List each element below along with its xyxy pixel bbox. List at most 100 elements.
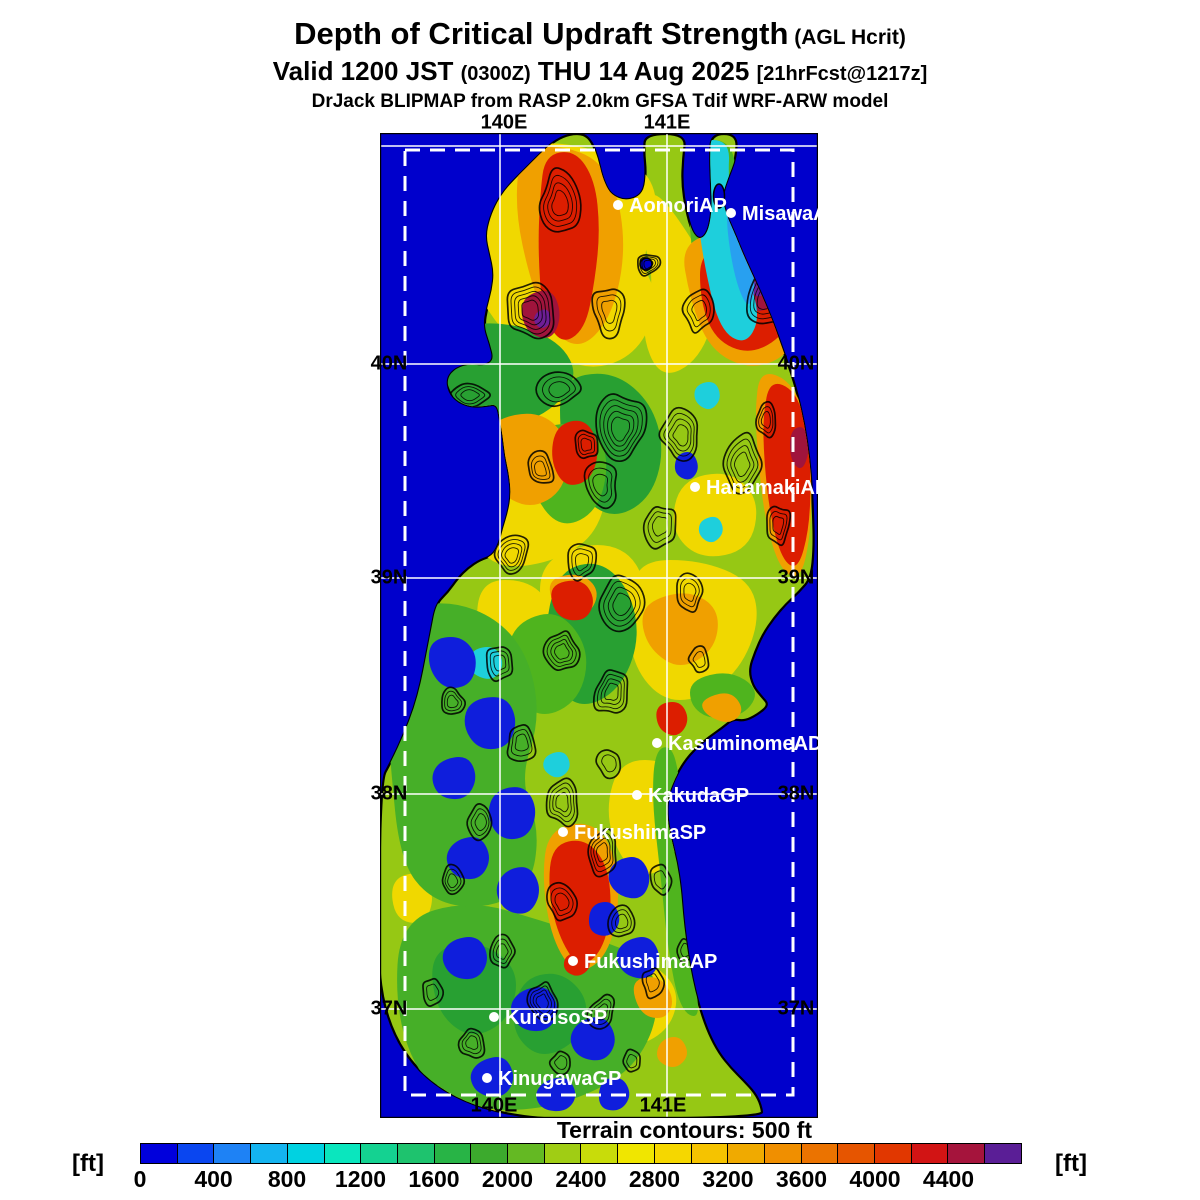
stations: AomoriAP MisawaAD HanamakiAP KasuminomeAD Ka… bbox=[482, 195, 818, 1090]
terrain-region bbox=[442, 937, 487, 980]
valid-date: THU 14 Aug 2025 bbox=[530, 56, 757, 86]
page-title-line: Depth of Critical Updraft Strength (AGL … bbox=[0, 16, 1200, 56]
terrain-region bbox=[616, 937, 659, 979]
colorbar-tick-label: 3600 bbox=[775, 1166, 828, 1192]
terrain-region bbox=[790, 427, 809, 469]
terrain-region bbox=[543, 751, 570, 778]
station-dot-icon bbox=[726, 208, 736, 218]
terrain-region bbox=[657, 1037, 687, 1067]
lake-ogawara bbox=[712, 183, 726, 209]
colorbar-cell bbox=[691, 1144, 729, 1163]
station-dot-icon bbox=[482, 1073, 492, 1083]
terrain-region bbox=[642, 593, 718, 665]
station-dot-icon bbox=[613, 200, 623, 210]
station-label: FukushimaSP bbox=[574, 822, 706, 844]
terrain-region bbox=[588, 902, 620, 936]
lon-label-top: 141E bbox=[643, 111, 691, 134]
station-label: KuroisoSP bbox=[505, 1007, 607, 1029]
terrain-region bbox=[656, 702, 688, 736]
colorbar-cell bbox=[361, 1144, 398, 1163]
lon-label-top: 140E bbox=[480, 111, 528, 134]
valid-time-line: Valid 1200 JST (0300Z) THU 14 Aug 2025 [… bbox=[0, 56, 1200, 90]
colorbar-cell bbox=[214, 1144, 252, 1163]
station-dot-icon bbox=[558, 827, 568, 837]
station-label: KasuminomeAD bbox=[668, 733, 818, 755]
colorbar-cell bbox=[434, 1144, 472, 1163]
terrain-region bbox=[468, 647, 503, 679]
station-marker: FukushimaAP bbox=[568, 951, 717, 973]
terrain-region bbox=[698, 516, 723, 543]
colorbar-tick-label: 3200 bbox=[702, 1166, 754, 1192]
terrain-region bbox=[446, 837, 489, 880]
colorbar-tick-label: 2800 bbox=[628, 1166, 681, 1192]
colorbar-tick-label: 800 bbox=[267, 1166, 307, 1192]
terrain-region bbox=[432, 757, 476, 800]
weather-map: AomoriAP MisawaAD HanamakiAP KasuminomeAD Ka… bbox=[380, 133, 818, 1118]
colorbar-unit-left: [ft] bbox=[72, 1150, 104, 1177]
station-marker: MisawaAD bbox=[726, 203, 818, 225]
colorbar-tick-label: 2400 bbox=[555, 1166, 607, 1192]
colorbar-cell bbox=[581, 1144, 619, 1163]
colorbar bbox=[140, 1143, 1022, 1164]
colorbar-cell bbox=[618, 1144, 655, 1163]
page-header: Depth of Critical Updraft Strength (AGL … bbox=[0, 16, 1200, 114]
colorbar-cell bbox=[875, 1144, 912, 1163]
terrain-region bbox=[643, 194, 715, 373]
colorbar-cell bbox=[544, 1144, 582, 1163]
colorbar-cell bbox=[508, 1144, 545, 1163]
colorbar-tick-label: 4000 bbox=[849, 1166, 901, 1192]
terrain-region bbox=[470, 1057, 514, 1097]
model-line: DrJack BLIPMAP from RASP 2.0km GFSA Tdif… bbox=[311, 91, 889, 112]
graticule bbox=[380, 133, 818, 1118]
station-marker: KakudaGP bbox=[632, 785, 749, 807]
map-frame bbox=[380, 133, 818, 1118]
station-marker: KinugawaGP bbox=[482, 1068, 621, 1090]
terrain-region bbox=[702, 693, 742, 722]
colorbar-unit-right: [ft] bbox=[1055, 1150, 1087, 1177]
terrain-region bbox=[674, 451, 698, 480]
station-dot-icon bbox=[489, 1012, 499, 1022]
station-marker: KuroisoSP bbox=[489, 1007, 607, 1029]
colorbar-cell bbox=[141, 1144, 178, 1163]
terrain-note: Terrain contours: 500 ft bbox=[556, 1117, 812, 1143]
colorbar-cell bbox=[654, 1144, 692, 1163]
map-canvas: AomoriAP MisawaAD HanamakiAP KasuminomeAD Ka… bbox=[380, 133, 818, 1118]
station-marker: AomoriAP bbox=[613, 195, 727, 217]
contour-lines bbox=[422, 167, 792, 1076]
domain-boundary bbox=[403, 148, 795, 1097]
terrain-region bbox=[428, 637, 476, 688]
terrain-region bbox=[538, 152, 599, 340]
station-label: KinugawaGP bbox=[498, 1068, 621, 1090]
forecast-tag: [21hrFcst@1217z] bbox=[756, 63, 928, 85]
colorbar-tick-label: 1600 bbox=[408, 1166, 460, 1192]
station-label: HanamakiAP bbox=[706, 477, 818, 499]
colorbar-cell bbox=[948, 1144, 986, 1163]
colorbar-cell bbox=[397, 1144, 435, 1163]
page-title-suffix: (AGL Hcrit) bbox=[788, 26, 906, 49]
station-label: KakudaGP bbox=[648, 785, 749, 807]
station-label: AomoriAP bbox=[629, 195, 727, 217]
station-label: MisawaAD bbox=[742, 203, 818, 225]
station-marker: HanamakiAP bbox=[690, 477, 818, 499]
valid-time: Valid 1200 JST bbox=[272, 56, 461, 86]
terrain-region bbox=[488, 787, 536, 840]
terrain-region bbox=[673, 473, 757, 557]
colorbar-cell bbox=[764, 1144, 802, 1163]
colorbar-cell bbox=[728, 1144, 765, 1163]
colorbar-cell bbox=[985, 1144, 1021, 1163]
colorbar-tick-label: 400 bbox=[194, 1166, 233, 1192]
valid-zulu: (0300Z) bbox=[460, 63, 531, 85]
colorbar-cell bbox=[324, 1144, 362, 1163]
colorbar-cell bbox=[471, 1144, 509, 1163]
station-marker: FukushimaSP bbox=[558, 822, 706, 844]
station-dot-icon bbox=[652, 738, 662, 748]
terrain-region bbox=[653, 747, 698, 1016]
station-marker: KasuminomeAD bbox=[652, 733, 818, 755]
colorbar-cell bbox=[838, 1144, 876, 1163]
colorbar-tick-label: 4400 bbox=[922, 1166, 975, 1192]
terrain-region bbox=[536, 1077, 576, 1112]
colorbar-tick-label: 1200 bbox=[334, 1166, 387, 1192]
station-dot-icon bbox=[632, 790, 642, 800]
station-dot-icon bbox=[568, 956, 578, 966]
